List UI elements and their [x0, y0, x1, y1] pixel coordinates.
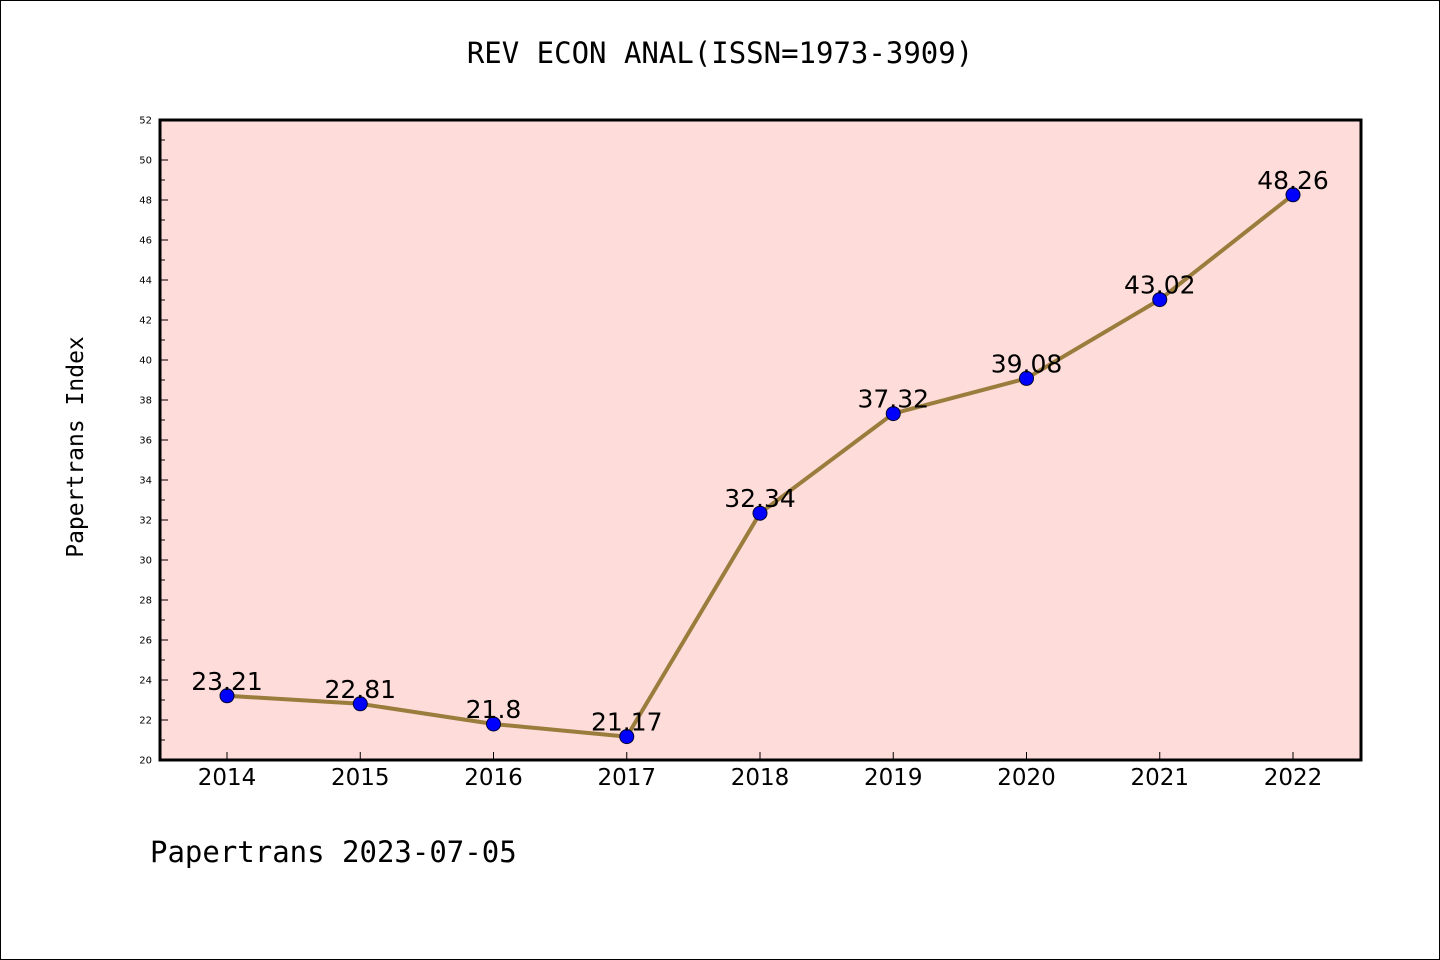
data-point — [1019, 370, 1034, 386]
y-tick-label: 42 — [139, 316, 152, 327]
y-tick-label: 40 — [139, 356, 152, 367]
y-tick-label: 30 — [139, 556, 152, 567]
x-tick-label: 2019 — [864, 765, 923, 791]
x-tick-label: 2016 — [464, 765, 523, 791]
y-tick-label: 44 — [139, 276, 152, 287]
y-tick-label: 20 — [139, 756, 152, 767]
x-tick-label: 2022 — [1264, 765, 1323, 791]
data-label: 22.81 — [324, 675, 396, 704]
x-tick-label: 2020 — [997, 765, 1056, 791]
y-tick-label: 36 — [139, 436, 152, 447]
y-tick-label: 22 — [139, 716, 152, 727]
x-tick-label: 2017 — [597, 765, 656, 791]
y-tick-label: 50 — [139, 156, 152, 167]
data-label: 21.8 — [466, 695, 522, 724]
data-label: 39.08 — [991, 349, 1063, 378]
data-label: 48.26 — [1257, 166, 1329, 195]
y-tick-label: 28 — [139, 596, 152, 607]
data-label: 43.02 — [1124, 271, 1196, 300]
y-tick-label: 48 — [139, 196, 152, 207]
chart-title: REV ECON ANAL(ISSN=1973-3909) — [466, 36, 974, 70]
x-tick-label: 2021 — [1130, 765, 1189, 791]
y-tick-label: 46 — [139, 236, 152, 247]
plot-border — [158, 118, 1363, 762]
data-point — [619, 729, 635, 745]
y-tick-label: 32 — [139, 516, 152, 527]
y-tick-label: 38 — [139, 396, 152, 407]
x-tick-label: 2018 — [731, 765, 790, 791]
y-tick-label: 34 — [139, 476, 152, 487]
data-point — [219, 688, 235, 704]
x-tick-label: 2015 — [331, 765, 390, 791]
plot-area — [160, 120, 1361, 760]
y-tick-label: 26 — [139, 636, 152, 647]
data-point — [1285, 187, 1301, 203]
data-point — [752, 505, 768, 521]
x-tick-label: 2014 — [198, 765, 257, 791]
data-label: 21.17 — [591, 708, 663, 737]
data-point — [885, 406, 901, 422]
data-point — [486, 716, 501, 732]
data-label: 23.21 — [191, 667, 263, 696]
data-label: 37.32 — [857, 385, 929, 414]
data-point — [1152, 292, 1168, 308]
footer-text: Papertrans 2023-07-05 — [150, 835, 517, 869]
y-tick-label: 24 — [139, 676, 152, 687]
data-point — [352, 696, 368, 712]
data-label: 32.34 — [724, 484, 796, 513]
y-tick-label: 52 — [139, 116, 152, 127]
